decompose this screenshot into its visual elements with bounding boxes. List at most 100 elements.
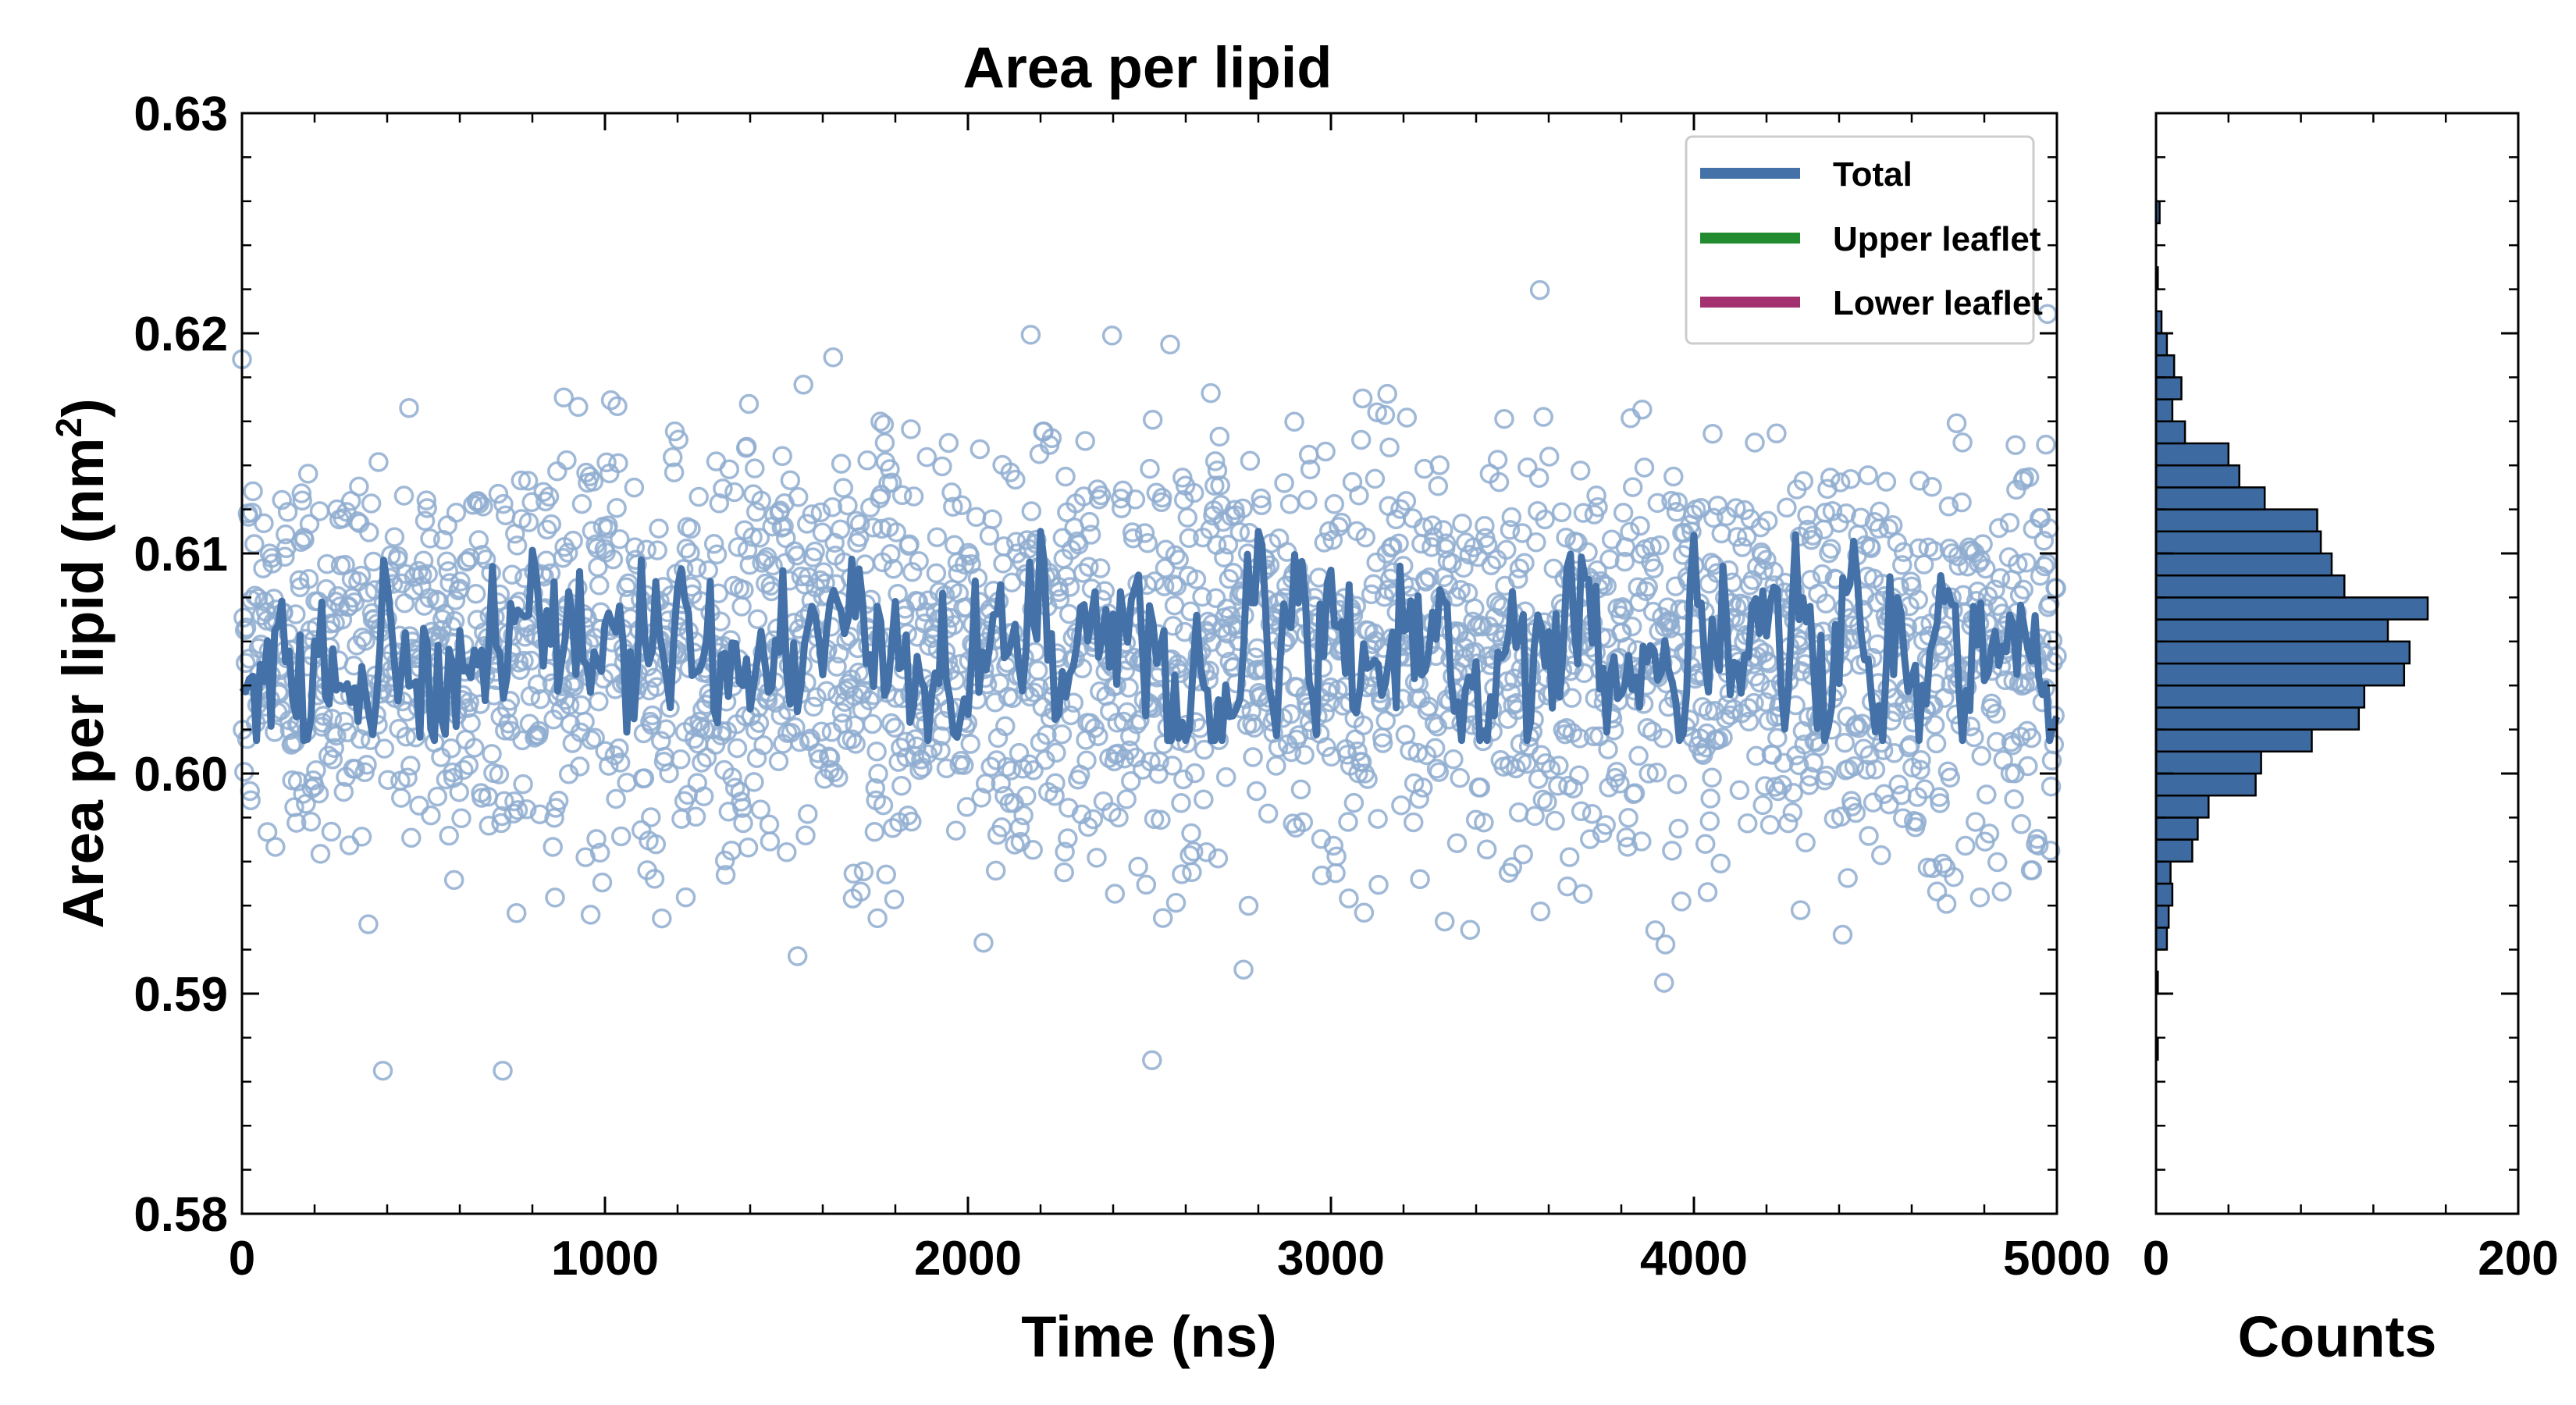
scatter-point [1016, 530, 1037, 550]
scatter-point [391, 788, 411, 808]
scatter-point [1569, 728, 1590, 749]
histogram-bars [2154, 200, 2429, 1061]
scatter-point [1283, 813, 1303, 834]
scatter-point [563, 530, 583, 551]
scatter-point [1610, 774, 1630, 794]
scatter-point [715, 865, 736, 885]
scatter-point [308, 783, 329, 804]
histogram-bar [2154, 530, 2322, 555]
scatter-point [1279, 494, 1300, 514]
scatter-point [1059, 577, 1080, 597]
scatter-point [1906, 812, 1927, 832]
scatter-point [1069, 535, 1089, 555]
scatter-point [1629, 592, 1649, 613]
scatter-point [1618, 807, 1638, 828]
scatter-point [1137, 533, 1158, 553]
scatter-point [1614, 551, 1635, 572]
scatter-point [745, 458, 765, 478]
scatter-point [959, 546, 980, 566]
scatter-point [507, 535, 528, 556]
y-tick-label: 0.59 [133, 968, 228, 1022]
scatter-point [528, 720, 550, 742]
histogram-bar [2154, 927, 2169, 951]
scatter-point [1165, 892, 1187, 913]
scatter-point [539, 486, 560, 507]
scatter-point [941, 482, 962, 503]
scatter-point [1802, 525, 1823, 546]
scatter-point [1005, 469, 1026, 490]
scatter-point [884, 889, 905, 910]
scatter-point [1489, 471, 1510, 493]
scatter-point [596, 452, 617, 473]
scatter-point [642, 705, 663, 726]
scatter-point [1162, 616, 1183, 636]
scatter-point [1107, 713, 1127, 733]
scatter-point [1470, 777, 1491, 798]
scatter-point [1142, 410, 1163, 430]
scatter-point [1816, 766, 1837, 786]
scatter-point [1815, 503, 1835, 523]
scatter-point [1500, 520, 1521, 540]
scatter-point [1856, 759, 1877, 780]
scatter-point [1660, 611, 1680, 632]
scatter-point [1354, 902, 1375, 923]
scatter-point [445, 590, 466, 610]
scatter-point [1711, 523, 1731, 544]
scatter-point [1020, 325, 1041, 345]
scatter-point [1655, 934, 1676, 955]
scatter-point [358, 914, 379, 934]
scatter-point [1878, 518, 1898, 539]
scatter-point [1396, 491, 1417, 511]
scatter-point [859, 690, 880, 711]
scatter-point [1182, 862, 1202, 883]
y-axis-label-close: ) [51, 398, 116, 418]
scatter-point [568, 397, 589, 418]
scatter-point [493, 493, 514, 514]
scatter-point [902, 811, 922, 832]
scatter-point [1364, 623, 1385, 644]
scatter-point [1046, 742, 1066, 763]
scatter-point [1557, 876, 1578, 897]
scatter-point [867, 908, 888, 929]
scatter-point [464, 738, 485, 758]
scatter-point [1876, 471, 1897, 492]
scatter-point [1136, 874, 1157, 895]
scatter-point [1415, 571, 1436, 592]
histogram-bar [2154, 860, 2172, 885]
scatter-point [309, 501, 330, 521]
scatter-point [802, 504, 823, 525]
scatter-point [1702, 767, 1722, 788]
scatter-point [876, 864, 896, 885]
scatter-point [1386, 509, 1407, 530]
scatter-point [1703, 423, 1723, 444]
scatter-point [749, 713, 770, 733]
scatter-point [809, 749, 830, 770]
scatter-point [516, 799, 537, 820]
legend-label-total: Total [1833, 155, 1912, 194]
scatter-point [1508, 802, 1529, 823]
scatter-point [400, 756, 421, 776]
scatter-point [600, 389, 621, 411]
scatter-point [881, 472, 902, 493]
scatter-point [1218, 535, 1239, 555]
scatter-point [1528, 769, 1549, 789]
scatter-point [1368, 809, 1388, 829]
scatter-point [2040, 841, 2061, 861]
scatter-point [1924, 714, 1945, 735]
scatter-point [1009, 817, 1030, 838]
scatter-point [823, 347, 844, 368]
scatter-point [1326, 846, 1347, 866]
scatter-point [882, 818, 903, 838]
scatter-point [491, 813, 511, 834]
scatter-point [1830, 472, 1851, 493]
scatter-point [703, 534, 724, 554]
scatter-point [824, 762, 845, 783]
scatter-point [1530, 901, 1551, 922]
scatter-point [608, 453, 628, 474]
scatter-point [349, 476, 369, 497]
scatter-point [378, 770, 398, 790]
scatter-point [1108, 807, 1129, 828]
scatter-point [1865, 759, 1886, 780]
histogram-bar [2154, 816, 2199, 841]
scatter-point [1368, 874, 1389, 895]
